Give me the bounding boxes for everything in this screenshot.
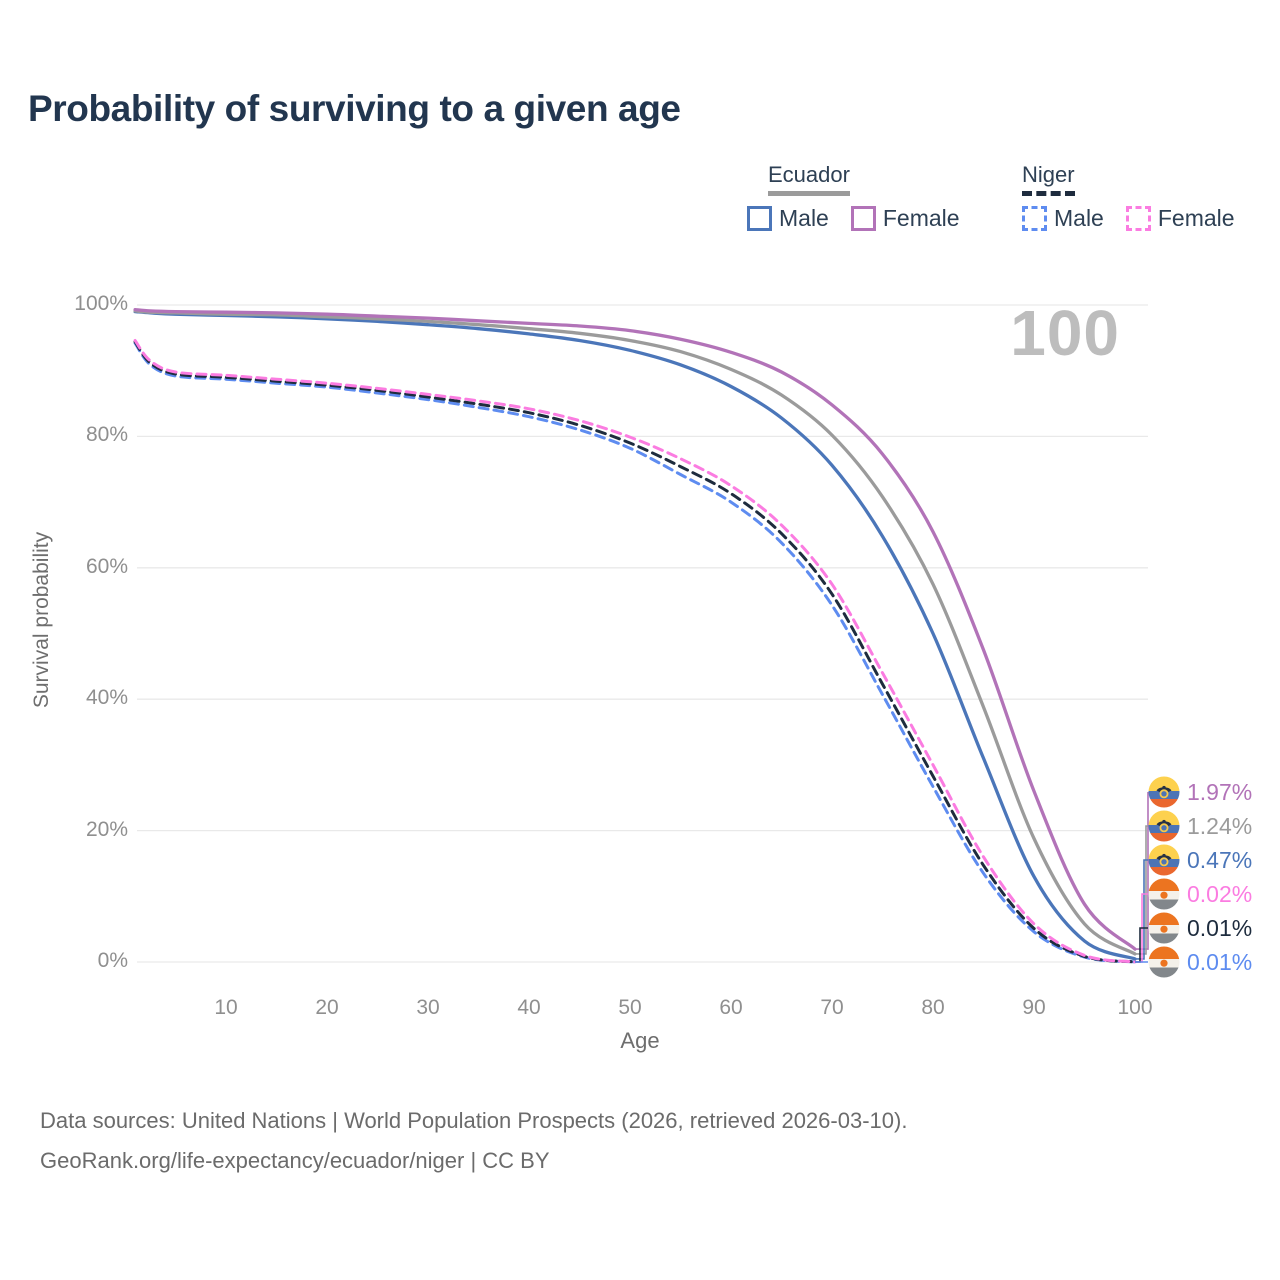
ecuador-flag-icon [1148,844,1180,876]
leader-line-ecuador-male [1135,859,1148,960]
x-tick-label: 70 [820,996,844,1019]
end-label-value: 1.24% [1187,812,1253,839]
ecuador-female-swatch-icon [850,206,876,231]
leader-line-ecuador-all [1135,825,1148,955]
hovered-age-watermark: 100 [1010,297,1120,369]
end-label-value: 0.01% [1187,914,1253,941]
legend-item-niger-female[interactable]: Female [1125,205,1235,232]
legend-item-label: Male [779,205,829,231]
ecuador-flag-icon [1148,776,1180,808]
end-label-ecuador-female: 1.97% [1148,776,1252,808]
end-label-ecuador-all: 1.24% [1148,810,1252,842]
end-label-niger-male: 0.01% [1148,946,1252,978]
leader-line-niger-female [1135,893,1148,963]
legend-item-label: Male [1054,205,1104,231]
niger-flag-icon [1148,878,1180,910]
niger-flag-icon [1148,912,1180,944]
x-tick-label: 10 [214,996,238,1019]
y-tick-label: 60% [85,555,128,578]
x-axis-title: Age [620,1028,660,1053]
series-ecuador-female-line [133,307,1137,951]
end-label-value: 0.01% [1187,948,1253,975]
leader-line-ecuador-female [1135,792,1149,950]
end-label-niger-female: 0.02% [1148,878,1252,910]
end-label-value: 1.97% [1187,778,1253,805]
leader-line-niger-all [1135,927,1148,963]
x-tick-label: 40 [517,996,541,1019]
end-label-ecuador-male: 0.47% [1148,844,1252,876]
data-source-line: Data sources: United Nations | World Pop… [40,1108,908,1133]
x-tick-label: 80 [921,996,945,1019]
end-label-value: 0.02% [1187,880,1253,907]
series-ecuador-male-line [133,309,1137,961]
niger-flag-icon [1148,946,1180,978]
series-niger-male-line [133,341,1137,964]
x-tick-label: 60 [719,996,743,1019]
x-tick-label: 30 [416,996,440,1019]
y-tick-label: 20% [85,818,128,841]
x-tick-label: 50 [618,996,642,1019]
legend-item-niger-male[interactable]: Male [1022,205,1104,232]
ecuador-flag-icon [1148,810,1180,842]
x-tick-label: 20 [315,996,339,1019]
y-axis-title: Survival probability [30,531,53,709]
end-label-niger-all: 0.01% [1148,912,1252,944]
end-label-value: 0.47% [1187,846,1253,873]
legend-group-niger: Niger Male Female [1022,162,1235,232]
legend-group-ecuador: Ecuador Male Female [747,162,960,232]
niger-male-swatch-icon [1022,206,1047,231]
legend-group-title-ecuador: Ecuador [768,162,850,196]
y-tick-label: 100% [74,292,128,315]
ecuador-male-swatch-icon [747,206,772,231]
x-tick-label: 90 [1022,996,1046,1019]
legend-item-ecuador-male[interactable]: Male [747,205,829,232]
page-title: Probability of surviving to a given age [28,88,681,129]
series-niger-female-line [133,339,1137,964]
y-tick-label: 40% [85,686,128,709]
series-ecuador-all-line [133,309,1137,956]
legend-item-label: Female [1157,205,1235,231]
legend-item-ecuador-female[interactable]: Female [850,205,960,232]
x-tick-label: 100 [1117,996,1153,1019]
y-tick-label: 0% [97,949,128,972]
legend-item-label: Female [882,205,960,231]
y-tick-label: 80% [85,423,128,446]
legend-group-title-niger: Niger [1022,162,1075,196]
attribution-line: GeoRank.org/life-expectancy/ecuador/nige… [40,1148,550,1173]
niger-female-swatch-icon [1125,206,1151,231]
series-niger-all-line [133,340,1137,964]
